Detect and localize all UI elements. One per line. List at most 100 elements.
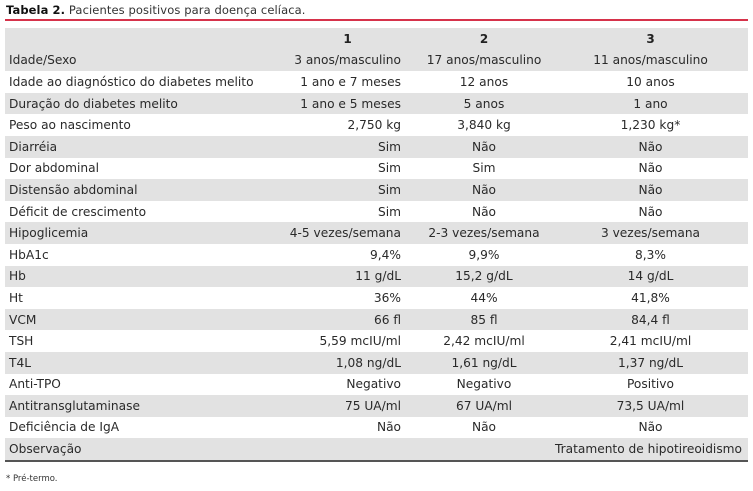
cell-patient-2: 44%	[470, 290, 498, 305]
cell-patient-1: Negativo	[346, 377, 401, 392]
cell-patient-1: 2,750 kg	[347, 118, 401, 133]
cell-patient-3: 84,4 fl	[553, 308, 748, 331]
cell-patient-3: Não	[638, 204, 663, 219]
table-row: HbA1c 9,4% 9,9% 8,3%	[5, 244, 748, 266]
row-label: Duração do diabetes melito	[5, 92, 280, 115]
caption-divider	[5, 19, 748, 21]
cell-patient-3: 1 ano	[553, 92, 748, 115]
cell-patient-1: Sim	[280, 135, 415, 158]
cell-patient-3: Não	[638, 161, 663, 176]
cell-patient-1: 5,59 mcIU/ml	[319, 334, 401, 349]
cell-patient-2	[415, 438, 553, 462]
cell-patient-3: Não	[553, 179, 748, 201]
cell-patient-1: 9,4%	[370, 247, 401, 262]
cell-patient-2: 9,9%	[468, 247, 500, 262]
row-label: Peso ao nascimento	[9, 118, 131, 133]
table-row: Antitransglutaminase 75 UA/ml 67 UA/ml 7…	[5, 395, 748, 417]
table-caption: Tabela 2. Pacientes positivos para doenç…	[6, 3, 306, 17]
cell-patient-3: 14 g/dL	[553, 265, 748, 288]
cell-patient-3: 1,37 ng/dL	[553, 351, 748, 374]
table-row: Déficit de crescimento Sim Não Não	[5, 201, 748, 223]
cell-patient-1: 1 ano e 5 meses	[280, 92, 415, 115]
table-row: Dor abdominal Sim Sim Não	[5, 158, 748, 180]
cell-patient-3: 3 vezes/semana	[553, 222, 748, 244]
table-row: Anti-TPO Negativo Negativo Positivo	[5, 374, 748, 396]
cell-patient-1: 11 g/dL	[280, 265, 415, 288]
cell-patient-3: Tratamento de hipotireoidismo	[553, 438, 748, 462]
row-label: Ht	[9, 290, 23, 305]
row-label: Dor abdominal	[9, 161, 99, 176]
cell-patient-1: 4-5 vezes/semana	[280, 222, 415, 244]
row-label: Idade/Sexo	[5, 49, 280, 72]
cell-patient-1: Sim	[378, 204, 401, 219]
cell-patient-1: Sim	[378, 161, 401, 176]
cell-patient-3: 11 anos/masculino	[553, 49, 748, 72]
cell-patient-2: Negativo	[456, 377, 512, 392]
cell-patient-2: 67 UA/ml	[415, 395, 553, 417]
table-row: TSH 5,59 mcIU/ml 2,42 mcIU/ml 2,41 mcIU/…	[5, 330, 748, 352]
header-patient-1: 1	[280, 28, 415, 50]
row-label: Anti-TPO	[9, 377, 61, 392]
cell-patient-3: Não	[638, 420, 663, 435]
table-row: Deficiência de IgA Não Não Não	[5, 417, 748, 439]
row-label: Deficiência de IgA	[9, 420, 120, 435]
row-label: VCM	[5, 308, 280, 331]
row-label: Distensão abdominal	[5, 179, 280, 201]
row-label: HbA1c	[9, 247, 49, 262]
header-param	[5, 28, 280, 50]
cell-patient-2: 5 anos	[415, 92, 553, 115]
cell-patient-2: Sim	[472, 161, 496, 176]
row-label: Idade ao diagnóstico do diabetes melito	[9, 74, 254, 89]
table-row: Diarréia Sim Não Não	[5, 135, 748, 158]
table-caption-text: Pacientes positivos para doença celíaca.	[68, 3, 306, 17]
row-label: Diarréia	[5, 135, 280, 158]
cell-patient-2: 2-3 vezes/semana	[415, 222, 553, 244]
table-row: Ht 36% 44% 41,8%	[5, 287, 748, 309]
cell-patient-1: Sim	[280, 179, 415, 201]
cell-patient-2: 12 anos	[459, 74, 509, 89]
header-patient-3: 3	[553, 28, 748, 50]
row-label: Hipoglicemia	[5, 222, 280, 244]
table-row: Duração do diabetes melito 1 ano e 5 mes…	[5, 92, 748, 115]
cell-patient-2: 15,2 g/dL	[415, 265, 553, 288]
cell-patient-2: 1,61 ng/dL	[415, 351, 553, 374]
cell-patient-1: 3 anos/masculino	[280, 49, 415, 72]
cell-patient-1: Não	[376, 420, 401, 435]
row-label: T4L	[5, 351, 280, 374]
row-label: Observação	[5, 438, 280, 462]
row-label: TSH	[9, 334, 34, 349]
cell-patient-2: 2,42 mcIU/ml	[443, 334, 525, 349]
cell-patient-1: 1,08 ng/dL	[280, 351, 415, 374]
row-label: Antitransglutaminase	[5, 395, 280, 417]
table-caption-label: Tabela 2.	[6, 3, 66, 17]
cell-patient-1: 1 ano e 7 meses	[300, 74, 401, 89]
cell-patient-3: 1,230 kg*	[620, 118, 681, 133]
table-row: Observação Tratamento de hipotireoidismo	[5, 438, 748, 462]
cell-patient-1: 75 UA/ml	[280, 395, 415, 417]
cell-patient-3: Não	[553, 135, 748, 158]
cell-patient-2: 3,840 kg	[457, 118, 511, 133]
cell-patient-2: Não	[471, 420, 497, 435]
patients-table: 1 2 3 Idade/Sexo 3 anos/masculino 17 ano…	[5, 28, 748, 462]
cell-patient-3: 73,5 UA/ml	[553, 395, 748, 417]
row-label: Hb	[5, 265, 280, 288]
cell-patient-3: 2,41 mcIU/ml	[609, 334, 692, 349]
table-row: Idade ao diagnóstico do diabetes melito …	[5, 71, 748, 93]
table-row: VCM 66 fl 85 fl 84,4 fl	[5, 308, 748, 331]
cell-patient-2: 85 fl	[415, 308, 553, 331]
cell-patient-3: 8,3%	[635, 247, 666, 262]
table-row: Idade/Sexo 3 anos/masculino 17 anos/masc…	[5, 49, 748, 72]
table-row: Hipoglicemia 4-5 vezes/semana 2-3 vezes/…	[5, 222, 748, 244]
table-row: Peso ao nascimento 2,750 kg 3,840 kg 1,2…	[5, 114, 748, 136]
cell-patient-1	[280, 438, 415, 462]
cell-patient-2: Não	[415, 135, 553, 158]
table-row: Distensão abdominal Sim Não Não	[5, 179, 748, 201]
cell-patient-1: 66 fl	[280, 308, 415, 331]
cell-patient-2: Não	[471, 204, 497, 219]
header-patient-2: 2	[415, 28, 553, 50]
cell-patient-1: 36%	[373, 290, 401, 305]
cell-patient-3: 10 anos	[626, 74, 675, 89]
cell-patient-2: 17 anos/masculino	[415, 49, 553, 72]
table-header-row: 1 2 3	[5, 28, 748, 50]
row-label: Déficit de crescimento	[9, 204, 147, 219]
